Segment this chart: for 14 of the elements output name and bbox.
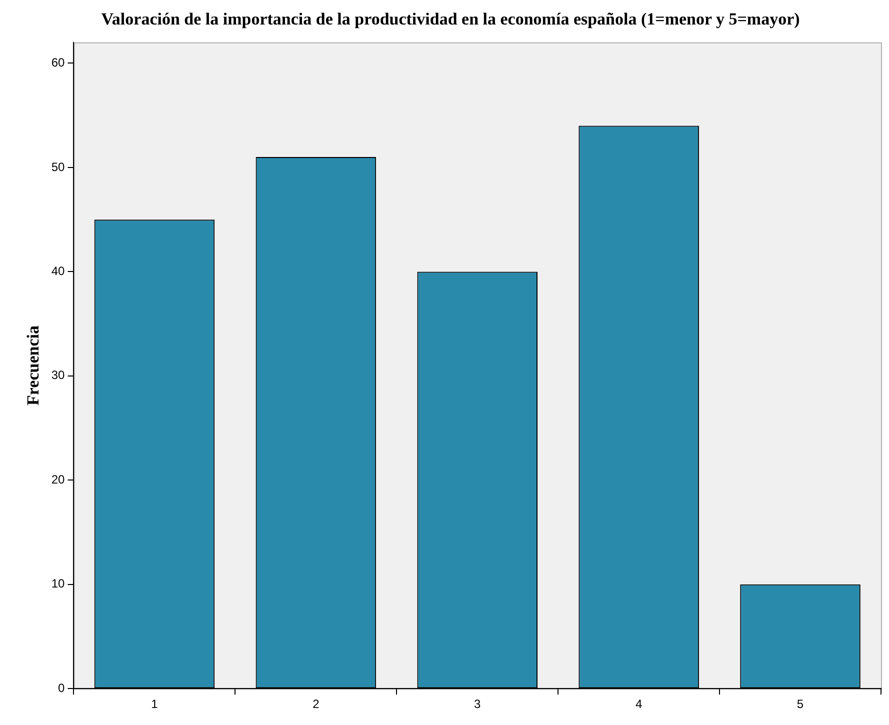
y-axis-title: Frecuencia: [24, 325, 43, 406]
y-tick-label: 40: [51, 264, 66, 278]
y-tick-label: 50: [51, 160, 66, 174]
x-tick-label: 2: [312, 697, 320, 712]
y-tick-label: 0: [58, 680, 66, 695]
x-tick-label: 1: [151, 697, 158, 712]
y-tick-label: 10: [51, 576, 66, 591]
y-tick-label: 30: [51, 368, 66, 382]
x-tick-label: 5: [796, 697, 804, 712]
chart-title: Valoración de la importancia de la productividad en la economía española (1=menor y 5=mayor): [101, 10, 800, 29]
y-tick-label: 60: [51, 56, 66, 70]
x-tick-label: 3: [474, 697, 482, 712]
y-tick-label: 20: [51, 472, 66, 486]
x-tick-label: 4: [635, 697, 642, 712]
